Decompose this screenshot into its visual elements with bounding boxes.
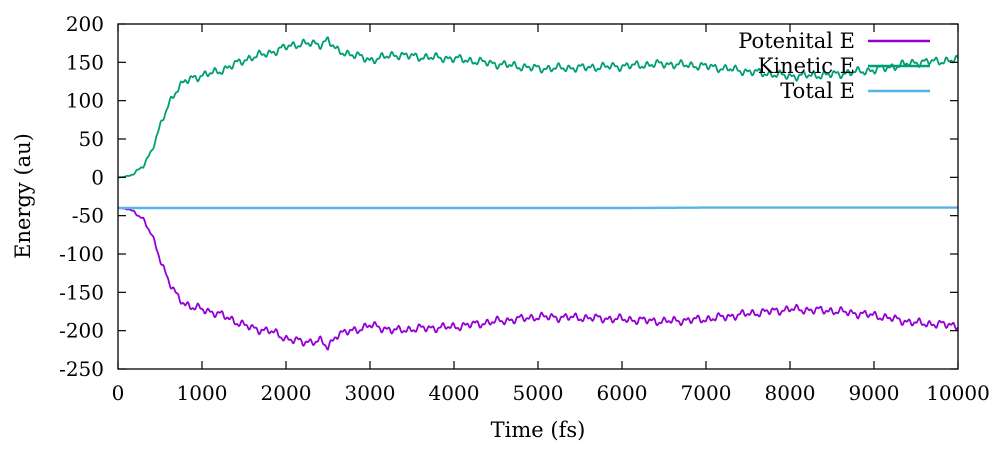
y-tick-label: -100 (59, 242, 104, 266)
y-tick-label: -150 (59, 280, 104, 304)
y-tick-label: -50 (72, 204, 104, 228)
x-tick-label: 2000 (261, 381, 312, 405)
x-tick-label: 1000 (177, 381, 228, 405)
x-tick-label: 3000 (345, 381, 396, 405)
x-tick-label: 9000 (849, 381, 900, 405)
legend-label-potential: Potenital E (738, 29, 855, 53)
y-tick-label: 100 (66, 89, 104, 113)
x-tick-label: 7000 (681, 381, 732, 405)
y-axis-label: Energy (au) (11, 133, 35, 259)
x-tick-label: 10000 (926, 381, 990, 405)
x-tick-label: 5000 (513, 381, 564, 405)
y-tick-label: 0 (91, 165, 104, 189)
y-tick-label: -250 (59, 357, 104, 381)
legend-label-total: Total E (780, 79, 855, 103)
y-tick-label: 50 (79, 127, 104, 151)
y-tick-label: 200 (66, 12, 104, 36)
y-tick-label: -200 (59, 319, 104, 343)
series-potential-energy (118, 208, 958, 350)
y-tick-label: 150 (66, 50, 104, 74)
legend: Potenital E Kinetic E Total E (738, 29, 930, 103)
x-tick-label: 4000 (429, 381, 480, 405)
x-tick-label: 8000 (765, 381, 816, 405)
x-tick-label: 0 (112, 381, 125, 405)
legend-label-kinetic: Kinetic E (758, 54, 855, 78)
x-axis-label: Time (fs) (491, 418, 586, 442)
x-tick-label: 6000 (597, 381, 648, 405)
